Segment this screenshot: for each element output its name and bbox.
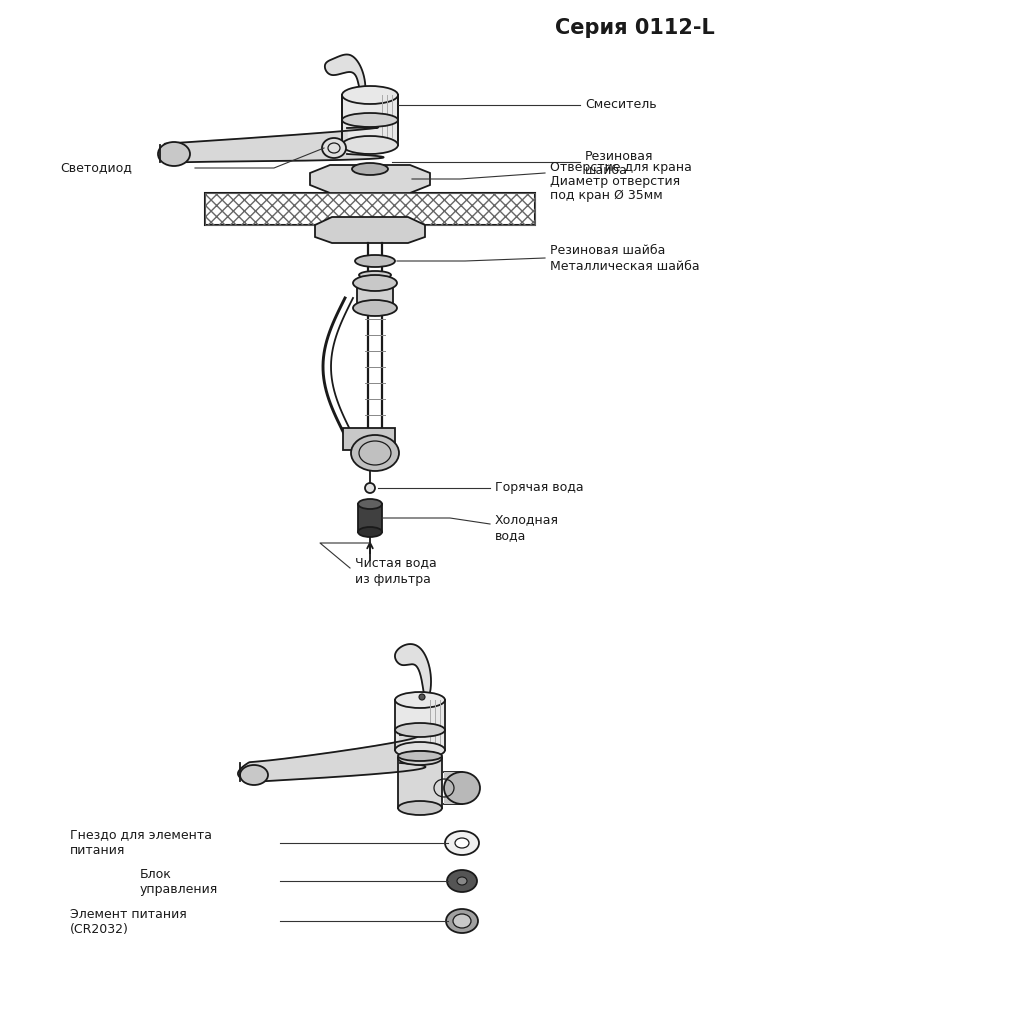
Text: Горячая вода: Горячая вода bbox=[495, 481, 584, 495]
Text: под кран Ø 35мм: под кран Ø 35мм bbox=[550, 188, 663, 202]
Ellipse shape bbox=[445, 831, 479, 855]
Ellipse shape bbox=[353, 300, 397, 316]
Ellipse shape bbox=[158, 142, 190, 166]
Ellipse shape bbox=[355, 255, 395, 267]
Ellipse shape bbox=[359, 89, 365, 95]
Polygon shape bbox=[315, 217, 425, 243]
Polygon shape bbox=[343, 428, 395, 450]
Ellipse shape bbox=[455, 838, 469, 848]
Ellipse shape bbox=[395, 723, 445, 737]
Polygon shape bbox=[398, 758, 442, 808]
Bar bbox=[205, 193, 535, 225]
Text: вода: вода bbox=[495, 529, 526, 543]
Text: Диаметр отверстия: Диаметр отверстия bbox=[550, 174, 680, 187]
Polygon shape bbox=[395, 644, 431, 700]
Bar bbox=[357, 283, 393, 308]
Ellipse shape bbox=[240, 765, 268, 785]
Text: Блок: Блок bbox=[140, 868, 172, 882]
Ellipse shape bbox=[352, 163, 388, 175]
Polygon shape bbox=[444, 772, 462, 804]
Polygon shape bbox=[310, 165, 430, 193]
Text: Смеситель: Смеситель bbox=[585, 98, 656, 112]
Ellipse shape bbox=[353, 275, 397, 291]
Text: Серия 0112-L: Серия 0112-L bbox=[555, 18, 715, 38]
Polygon shape bbox=[395, 700, 445, 750]
Polygon shape bbox=[358, 504, 382, 532]
Polygon shape bbox=[160, 127, 384, 163]
Ellipse shape bbox=[322, 138, 346, 158]
Ellipse shape bbox=[342, 86, 398, 104]
Text: Металлическая шайба: Металлическая шайба bbox=[550, 260, 699, 273]
Ellipse shape bbox=[398, 751, 442, 765]
Text: Резиновая: Резиновая bbox=[585, 150, 653, 163]
Ellipse shape bbox=[444, 772, 480, 804]
Ellipse shape bbox=[342, 113, 398, 127]
Text: (CR2032): (CR2032) bbox=[70, 923, 129, 936]
Ellipse shape bbox=[446, 909, 478, 933]
Text: питания: питания bbox=[70, 845, 125, 857]
Ellipse shape bbox=[395, 742, 445, 758]
Ellipse shape bbox=[447, 870, 477, 892]
Text: Отверстие для крана: Отверстие для крана bbox=[550, 161, 692, 173]
Ellipse shape bbox=[365, 483, 375, 493]
Text: управления: управления bbox=[140, 883, 218, 896]
Text: из фильтра: из фильтра bbox=[355, 572, 431, 586]
Ellipse shape bbox=[358, 527, 382, 537]
Ellipse shape bbox=[359, 271, 391, 279]
Ellipse shape bbox=[395, 692, 445, 708]
Text: шайба: шайба bbox=[585, 164, 628, 176]
Ellipse shape bbox=[351, 435, 399, 471]
Ellipse shape bbox=[419, 694, 425, 700]
Ellipse shape bbox=[342, 136, 398, 154]
Polygon shape bbox=[342, 95, 398, 145]
Ellipse shape bbox=[457, 877, 467, 885]
Text: Чистая вода: Чистая вода bbox=[355, 556, 437, 569]
Ellipse shape bbox=[453, 914, 471, 928]
Ellipse shape bbox=[398, 801, 442, 815]
Text: Гнездо для элемента: Гнездо для элемента bbox=[70, 828, 212, 842]
Text: Светодиод: Светодиод bbox=[60, 162, 132, 174]
Bar bbox=[205, 193, 535, 225]
Polygon shape bbox=[325, 54, 366, 95]
Polygon shape bbox=[238, 735, 426, 782]
Ellipse shape bbox=[358, 499, 382, 509]
Text: Элемент питания: Элемент питания bbox=[70, 908, 186, 922]
Ellipse shape bbox=[398, 751, 442, 761]
Text: Резиновая шайба: Резиновая шайба bbox=[550, 245, 666, 257]
Text: Холодная: Холодная bbox=[495, 513, 559, 526]
